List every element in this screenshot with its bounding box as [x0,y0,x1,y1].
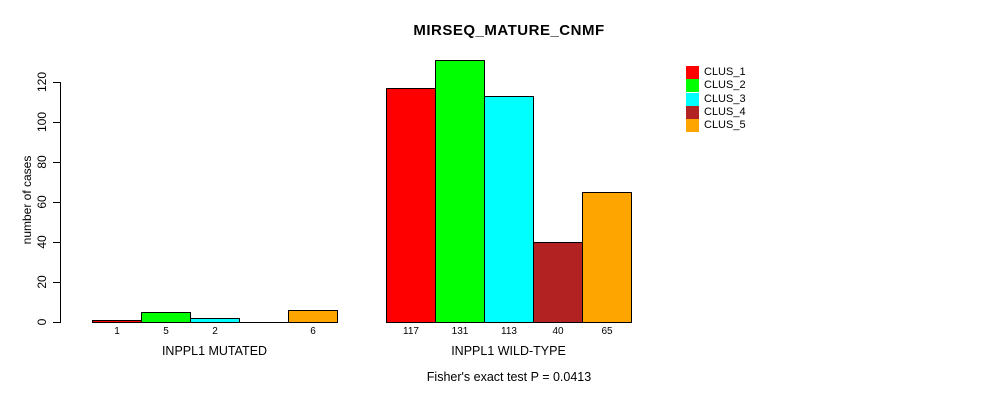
y-tick [53,322,60,323]
bar-value-label: 113 [501,326,517,337]
y-axis [60,82,61,323]
bar-value-label: 6 [310,326,316,337]
y-tick-label: 60 [35,195,49,209]
bar-clus_3 [190,318,240,323]
legend-label: CLUS_5 [704,119,746,131]
y-tick [53,122,60,123]
legend-swatch-icon [686,79,699,92]
bar-clus_4 [533,242,583,323]
legend-label: CLUS_2 [704,79,746,91]
y-tick [53,202,60,203]
legend-item-clus_4: CLUS_4 [686,106,746,119]
bar-clus_2 [435,60,485,323]
legend-item-clus_5: CLUS_5 [686,119,746,132]
y-tick-label: 80 [35,155,49,169]
legend-label: CLUS_4 [704,106,746,118]
y-tick-label: 120 [35,71,49,93]
y-tick-label: 20 [35,275,49,289]
bar-value-label: 2 [212,326,218,337]
bar-clus_3 [484,96,534,323]
bar-clus_5 [582,192,632,323]
bar-value-label: 5 [163,326,169,337]
bar-clus_2 [141,312,191,323]
bar-value-label: 65 [601,326,613,337]
y-tick-label: 40 [35,235,49,249]
y-tick [53,82,60,83]
legend-label: CLUS_1 [704,66,746,78]
group-label: INPPL1 WILD-TYPE [451,344,566,358]
caption: Fisher's exact test P = 0.0413 [426,370,592,384]
bar-value-label: 1 [114,326,120,337]
legend-item-clus_2: CLUS_2 [686,79,746,92]
bar-value-label: 40 [552,326,564,337]
legend-item-clus_3: CLUS_3 [686,93,746,106]
legend-item-clus_1: CLUS_1 [686,66,746,79]
bar-value-label: 117 [403,326,419,337]
legend-swatch-icon [686,119,699,132]
group-label: INPPL1 MUTATED [161,344,268,358]
chart-title: MIRSEQ_MATURE_CNMF [413,22,605,39]
legend-swatch-icon [686,106,699,119]
y-tick-label: 100 [35,111,49,133]
y-tick [53,162,60,163]
y-axis-label: number of cases [20,155,34,245]
y-tick [53,282,60,283]
bar-clus_1 [92,320,142,323]
bar-clus_5 [288,310,338,323]
legend-swatch-icon [686,66,699,79]
bar-value-label: 131 [451,326,469,337]
y-tick [53,242,60,243]
legend-label: CLUS_3 [704,93,746,105]
bar-clus_1 [386,88,436,323]
legend-swatch-icon [686,93,699,106]
y-tick-label: 0 [35,318,49,326]
